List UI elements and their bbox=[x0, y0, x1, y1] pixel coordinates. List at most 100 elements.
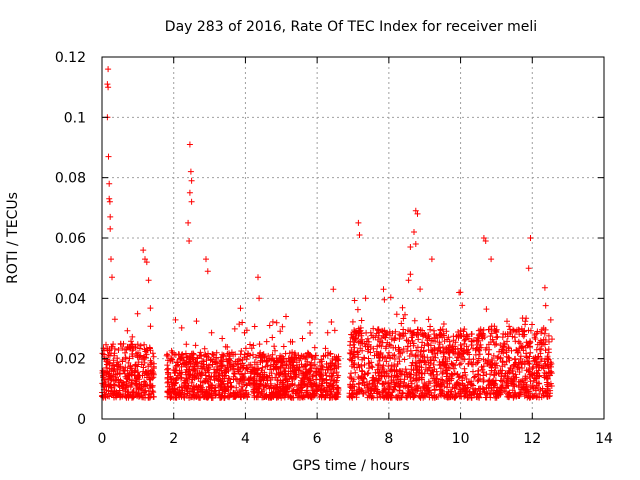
data-point bbox=[484, 390, 491, 397]
data-point bbox=[494, 333, 501, 340]
data-point bbox=[391, 362, 398, 369]
data-point bbox=[492, 391, 499, 398]
data-point bbox=[377, 393, 384, 400]
data-point bbox=[310, 372, 317, 379]
data-point bbox=[204, 268, 211, 275]
data-point bbox=[212, 387, 219, 394]
data-point bbox=[347, 356, 353, 363]
data-point bbox=[417, 394, 424, 401]
data-point bbox=[192, 342, 199, 349]
data-point bbox=[135, 389, 142, 396]
data-point bbox=[496, 390, 502, 396]
data-point bbox=[359, 336, 365, 343]
data-point bbox=[282, 392, 289, 399]
data-point bbox=[251, 323, 258, 330]
data-point bbox=[450, 361, 457, 368]
data-point bbox=[501, 372, 508, 379]
data-point bbox=[427, 326, 434, 333]
data-point bbox=[247, 341, 253, 348]
data-point bbox=[267, 376, 274, 383]
data-point bbox=[522, 321, 529, 328]
data-point bbox=[379, 381, 386, 387]
data-point bbox=[525, 367, 532, 374]
data-point bbox=[102, 394, 109, 401]
data-point bbox=[428, 372, 435, 378]
data-point bbox=[386, 349, 392, 356]
data-point bbox=[536, 364, 543, 371]
data-point bbox=[129, 343, 136, 349]
data-point bbox=[510, 327, 517, 334]
data-point bbox=[446, 354, 453, 361]
data-point bbox=[488, 367, 495, 374]
data-point bbox=[135, 349, 141, 356]
data-point bbox=[370, 325, 377, 332]
data-point bbox=[518, 344, 525, 351]
data-point bbox=[455, 349, 461, 356]
data-point bbox=[510, 377, 517, 384]
data-point bbox=[171, 388, 178, 395]
data-point bbox=[407, 244, 414, 250]
data-point bbox=[505, 375, 512, 382]
data-point bbox=[445, 391, 452, 398]
data-point bbox=[542, 347, 549, 354]
data-point bbox=[396, 336, 403, 342]
data-point bbox=[333, 369, 340, 376]
data-point bbox=[517, 353, 524, 360]
data-point bbox=[194, 354, 201, 361]
data-point bbox=[437, 380, 444, 387]
data-point bbox=[472, 373, 478, 380]
data-point bbox=[130, 345, 137, 352]
data-point bbox=[483, 384, 490, 391]
data-point bbox=[533, 346, 540, 353]
data-point bbox=[493, 360, 499, 367]
data-point bbox=[482, 394, 489, 401]
data-point bbox=[492, 328, 499, 334]
data-point bbox=[385, 389, 392, 396]
data-point bbox=[515, 349, 522, 355]
data-point bbox=[203, 353, 210, 360]
data-point bbox=[505, 391, 511, 398]
data-point bbox=[335, 357, 342, 363]
data-point bbox=[168, 347, 175, 354]
data-point bbox=[221, 375, 228, 382]
data-point bbox=[392, 374, 399, 381]
data-point bbox=[391, 383, 398, 390]
data-point bbox=[140, 247, 147, 254]
data-point bbox=[347, 350, 354, 357]
data-point bbox=[532, 336, 539, 342]
data-point bbox=[378, 335, 385, 341]
data-point bbox=[217, 358, 224, 365]
data-point bbox=[402, 330, 409, 337]
data-point bbox=[455, 390, 462, 397]
data-point bbox=[109, 274, 115, 281]
data-point bbox=[248, 345, 255, 352]
data-point bbox=[305, 350, 312, 357]
data-point bbox=[117, 341, 124, 348]
data-point bbox=[517, 378, 523, 385]
data-point bbox=[415, 331, 422, 338]
data-point bbox=[186, 358, 193, 365]
data-point bbox=[100, 374, 107, 380]
data-point bbox=[499, 358, 506, 365]
data-point bbox=[407, 390, 414, 397]
data-point bbox=[134, 310, 141, 317]
data-point bbox=[377, 338, 384, 345]
data-point bbox=[506, 323, 513, 330]
data-point bbox=[389, 330, 396, 337]
data-point bbox=[327, 380, 334, 387]
data-point bbox=[523, 353, 530, 360]
data-point bbox=[111, 394, 117, 401]
data-point bbox=[242, 387, 249, 394]
data-point bbox=[264, 357, 271, 364]
data-point bbox=[106, 198, 113, 205]
data-point bbox=[405, 338, 412, 345]
data-point bbox=[306, 369, 313, 376]
data-point bbox=[383, 358, 390, 365]
data-point bbox=[262, 382, 269, 389]
data-point bbox=[239, 387, 246, 393]
data-point bbox=[474, 391, 481, 398]
data-point bbox=[547, 369, 553, 376]
data-point bbox=[469, 338, 475, 345]
data-point bbox=[541, 330, 548, 337]
data-point bbox=[362, 295, 369, 302]
